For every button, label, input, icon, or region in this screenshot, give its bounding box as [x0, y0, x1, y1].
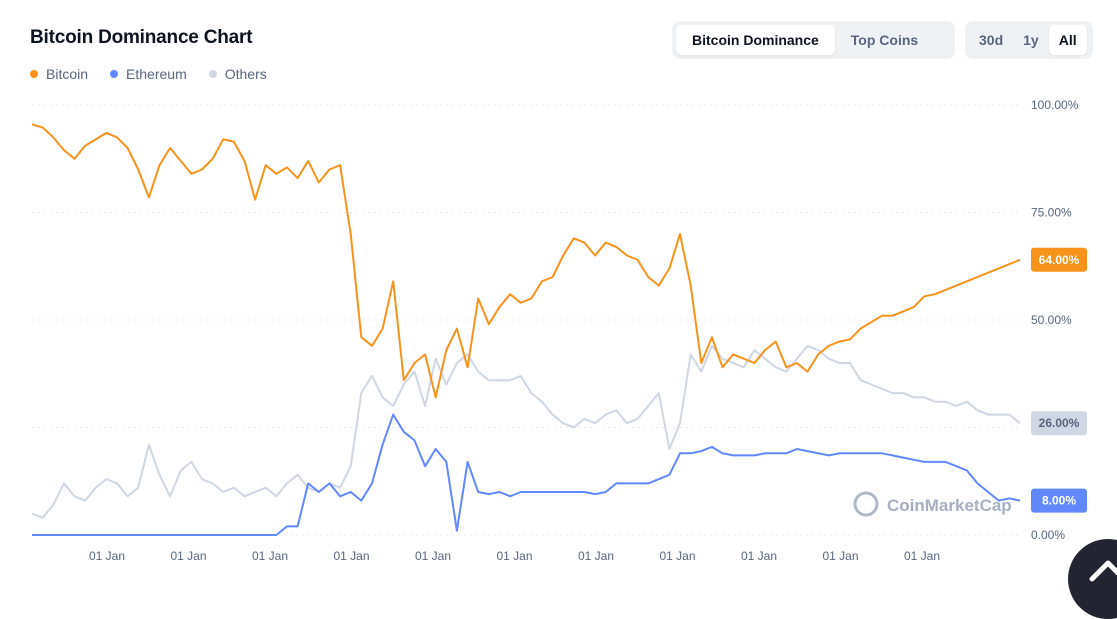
x-tick-label: 01 Jan	[659, 549, 695, 563]
series-line-others	[31, 344, 1021, 519]
watermark-logo	[853, 491, 879, 517]
range-30d[interactable]: 30d	[979, 32, 1004, 48]
last-value-label-ethereum: 8.00%	[1042, 494, 1076, 508]
y-tick-label: 100.00%	[1031, 98, 1079, 112]
x-tick-label: 01 Jan	[496, 549, 532, 563]
last-value-badge-others	[1031, 411, 1087, 436]
chevron-up-icon	[1089, 560, 1117, 582]
tab-top-coins[interactable]: Top Coins	[850, 32, 919, 48]
y-tick-label: 50.00%	[1031, 313, 1072, 327]
y-tick-label: 0.00%	[1031, 528, 1065, 542]
x-tick-label: 01 Jan	[333, 549, 369, 563]
coinmarketcap-icon	[853, 491, 879, 517]
last-value-label-bitcoin: 64.00%	[1039, 253, 1080, 267]
x-tick-label: 01 Jan	[904, 549, 940, 563]
legend-dot-bitcoin	[30, 70, 38, 78]
legend-label-others: Others	[224, 66, 267, 82]
chart-title: Bitcoin Dominance Chart	[30, 27, 253, 48]
series-line-ethereum	[32, 413, 1021, 536]
x-tick-label: 01 Jan	[415, 549, 451, 563]
legend-dot-others	[208, 70, 217, 78]
x-tick-label: 01 Jan	[252, 549, 288, 563]
legend-item-others[interactable]: Others	[208, 66, 267, 82]
watermark-text: CoinMarketCap	[887, 496, 1012, 515]
range-1y[interactable]: 1y	[1023, 32, 1039, 48]
tab-bitcoin-dominance[interactable]: Bitcoin Dominance	[676, 25, 835, 55]
last-value-badge-ethereum	[1031, 488, 1087, 513]
x-tick-label: 01 Jan	[822, 549, 858, 563]
legend-label-bitcoin: Bitcoin	[46, 66, 89, 82]
x-tick-label: 01 Jan	[170, 549, 206, 563]
legend-item-bitcoin[interactable]: Bitcoin	[30, 66, 88, 82]
view-toggle: Bitcoin Dominance Top Coins	[672, 21, 955, 59]
x-tick-label: 01 Jan	[89, 549, 125, 563]
x-tick-label: 01 Jan	[741, 549, 777, 563]
chart-legend: Bitcoin Ethereum Others	[30, 66, 267, 82]
series-line-bitcoin	[31, 123, 1021, 399]
legend-label-ethereum: Ethereum	[126, 66, 187, 82]
legend-item-ethereum[interactable]: Ethereum	[110, 66, 187, 82]
range-toggle: 30d 1y All	[965, 21, 1093, 59]
x-tick-label: 01 Jan	[578, 549, 614, 563]
range-all[interactable]: All	[1048, 25, 1087, 55]
last-value-badge-bitcoin	[1031, 247, 1087, 272]
y-tick-label: 75.00%	[1031, 206, 1072, 220]
legend-dot-ethereum	[110, 70, 119, 78]
last-value-label-others: 26.00%	[1039, 416, 1080, 430]
